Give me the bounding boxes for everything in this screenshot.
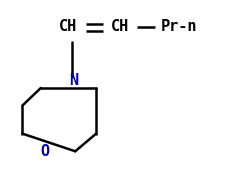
Text: Pr-n: Pr-n [160,19,197,34]
Text: O: O [40,144,49,159]
Text: CH: CH [59,19,77,34]
Text: N: N [69,73,79,88]
Text: CH: CH [111,19,129,34]
